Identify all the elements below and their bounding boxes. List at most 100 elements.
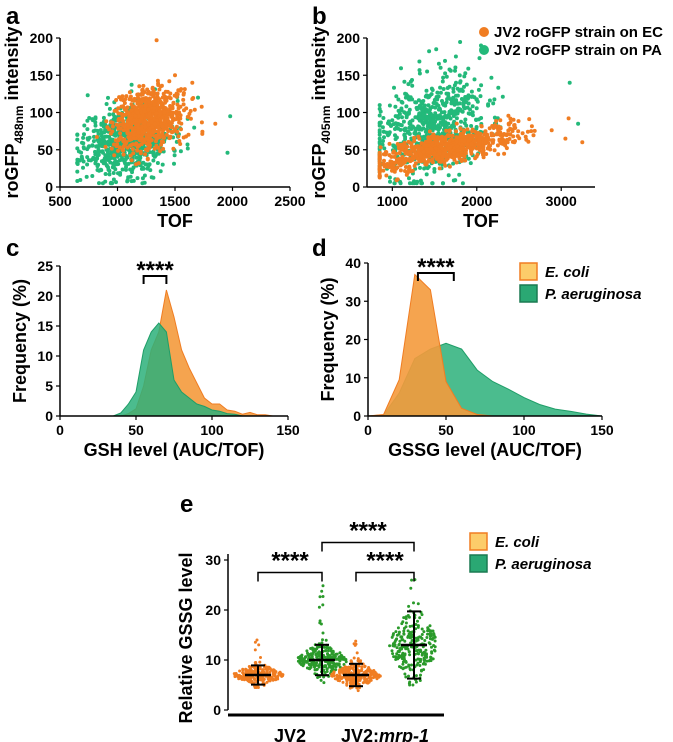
scatter-point [424, 172, 429, 177]
scatter-point [147, 162, 152, 167]
dot-point [402, 629, 406, 633]
x-tick-label-a: 2500 [274, 193, 305, 209]
scatter-point [143, 124, 148, 129]
scatter-point [119, 116, 124, 121]
scatter-point [506, 121, 511, 126]
scatter-point [398, 127, 403, 132]
scatter-point [181, 135, 186, 140]
scatter-point [418, 165, 422, 170]
dot-point [318, 662, 322, 666]
scatter-point [458, 40, 463, 44]
significance-stars-e: **** [349, 518, 387, 545]
scatter-point [453, 54, 458, 59]
scatter-point [106, 139, 111, 144]
group-label-part: JV2; [341, 726, 379, 742]
scatter-point [492, 148, 497, 153]
dot-point [345, 670, 348, 674]
scatter-point [147, 111, 152, 116]
scatter-point [455, 144, 460, 149]
scatter-point [113, 167, 118, 172]
scatter-point [434, 47, 439, 52]
scatter-point [392, 85, 396, 90]
scatter-point [395, 142, 400, 146]
scatter-point [451, 86, 456, 91]
scatter-point [412, 179, 416, 184]
scatter-point [134, 118, 139, 123]
scatter-point [479, 116, 484, 120]
scatter-point [175, 99, 180, 103]
scatter-point [85, 162, 90, 167]
y-tick-label-d: 40 [345, 255, 361, 271]
scatter-point [122, 124, 127, 129]
dot-point [368, 669, 372, 673]
dot-point [238, 669, 242, 673]
scatter-point [502, 151, 507, 156]
scatter-point [176, 106, 181, 111]
dot-point [345, 682, 349, 686]
scatter-point [98, 167, 103, 172]
scatter-point [178, 149, 183, 154]
dot-point [328, 646, 332, 650]
scatter-point [402, 110, 407, 115]
dot-point [414, 674, 418, 678]
scatter-point [122, 159, 127, 164]
scatter-point [441, 117, 446, 122]
scatter-point [417, 71, 422, 76]
dot-point [392, 655, 396, 659]
scatter-point [392, 169, 397, 174]
scatter-point [145, 166, 150, 171]
scatter-point [78, 178, 83, 182]
dot-point [394, 630, 398, 634]
scatter-point [136, 101, 141, 105]
scatter-point [132, 132, 136, 137]
dot-point [410, 639, 414, 642]
scatter-point [404, 104, 409, 109]
scatter-point [455, 108, 460, 113]
scatter-point [110, 124, 115, 129]
scatter-point [162, 110, 167, 115]
scatter-point [149, 120, 154, 124]
scatter-point [75, 132, 80, 137]
scatter-point [228, 114, 233, 119]
scatter-point [470, 113, 475, 118]
scatter-point [132, 104, 137, 109]
scatter-point [458, 79, 463, 84]
scatter-point [150, 85, 155, 90]
scatter-point [443, 71, 448, 76]
y-axis-title-part: roGFP [309, 144, 329, 199]
scatter-point [406, 110, 411, 115]
scatter-point [111, 171, 116, 175]
scatter-point [433, 111, 438, 116]
x-tick-label-c: 50 [128, 422, 144, 438]
scatter-point [462, 106, 467, 111]
dot-point [245, 678, 249, 682]
scatter-point [147, 139, 152, 144]
dot-point [420, 637, 424, 640]
dot-point [308, 652, 312, 656]
scatter-point [155, 135, 160, 140]
scatter-point [447, 129, 452, 134]
scatter-point [523, 134, 528, 139]
scatter-point [113, 159, 118, 163]
y-tick-label-c: 15 [37, 318, 53, 334]
scatter-point [387, 103, 392, 108]
scatter-point [419, 181, 424, 186]
y-tick-label-e: 10 [205, 652, 221, 668]
scatter-point [431, 124, 436, 129]
scatter-point [394, 125, 399, 130]
dot-point [338, 665, 342, 669]
dot-point [339, 657, 343, 661]
scatter-point [157, 127, 162, 132]
dot-point [428, 624, 432, 628]
scatter-point [108, 131, 113, 136]
x-axis-title-d: GSSG level (AUC/TOF) [388, 440, 582, 460]
scatter-point [179, 87, 184, 92]
scatter-point [161, 146, 166, 151]
dot-point [414, 680, 418, 684]
scatter-point [422, 112, 427, 117]
dot-point [433, 639, 437, 643]
scatter-point [413, 161, 418, 166]
dot-point [325, 646, 329, 650]
scatter-point [455, 93, 460, 98]
scatter-point [115, 142, 120, 147]
